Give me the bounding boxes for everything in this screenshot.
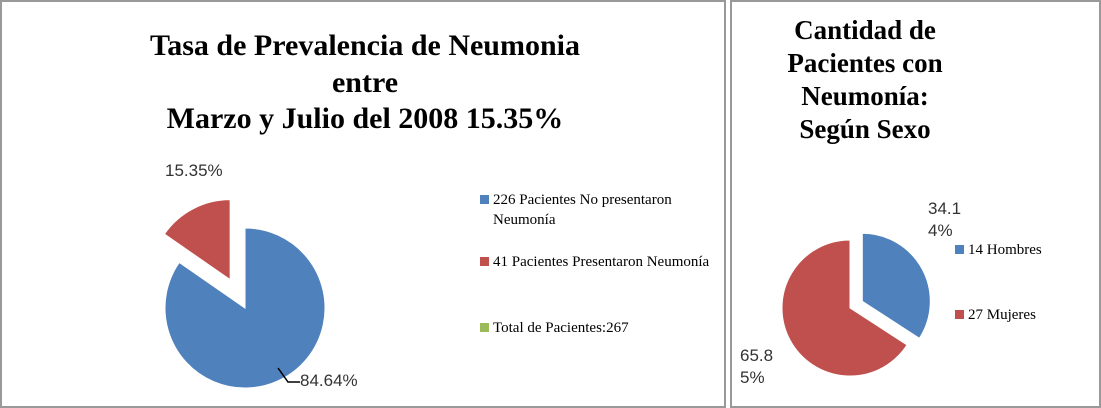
chart-title: Cantidad de Pacientes con Neumonía: Según S… — [740, 14, 990, 146]
legend-entry: 27 Mujeres — [968, 307, 1036, 323]
legend-swatch — [955, 245, 964, 254]
pie-slice — [781, 239, 908, 377]
legend-entry: 226 Pacientes No presentaron Neumonía — [493, 192, 672, 229]
title-line: Neumonía: — [801, 80, 929, 111]
chart-title: Tasa de Prevalencia de Neumonia entre Marz… — [20, 28, 710, 138]
title-line: Cantidad de — [794, 15, 936, 45]
title-line: Según Sexo — [799, 113, 931, 144]
panel-border — [730, 0, 1101, 408]
title-line: entre — [331, 65, 399, 99]
pie-slice — [163, 199, 231, 281]
legend-swatch — [480, 323, 489, 332]
pie-slice — [861, 232, 931, 339]
legend-swatch — [480, 195, 489, 204]
legend-entry: 41 Pacientes Presentaron Neumonía — [493, 254, 710, 270]
title-line: Pacientes con — [787, 47, 943, 78]
legend-swatch — [480, 257, 489, 266]
title-line: Marzo y Julio del 2008 15.35% — [166, 102, 564, 136]
legend-entry: 14 Hombres — [968, 242, 1042, 258]
leader-line — [277, 367, 300, 383]
legend-swatch — [955, 310, 964, 319]
data-label: 65.85% — [740, 346, 774, 388]
panel-border — [0, 0, 726, 408]
data-label: 84.64% — [300, 371, 358, 390]
data-label: 15.35% — [165, 161, 223, 180]
legend-entry: Total de Pacientes:267 — [493, 320, 629, 336]
title-line: Tasa de Prevalencia de Neumonia — [149, 29, 580, 62]
data-label: 34.14% — [928, 199, 962, 241]
